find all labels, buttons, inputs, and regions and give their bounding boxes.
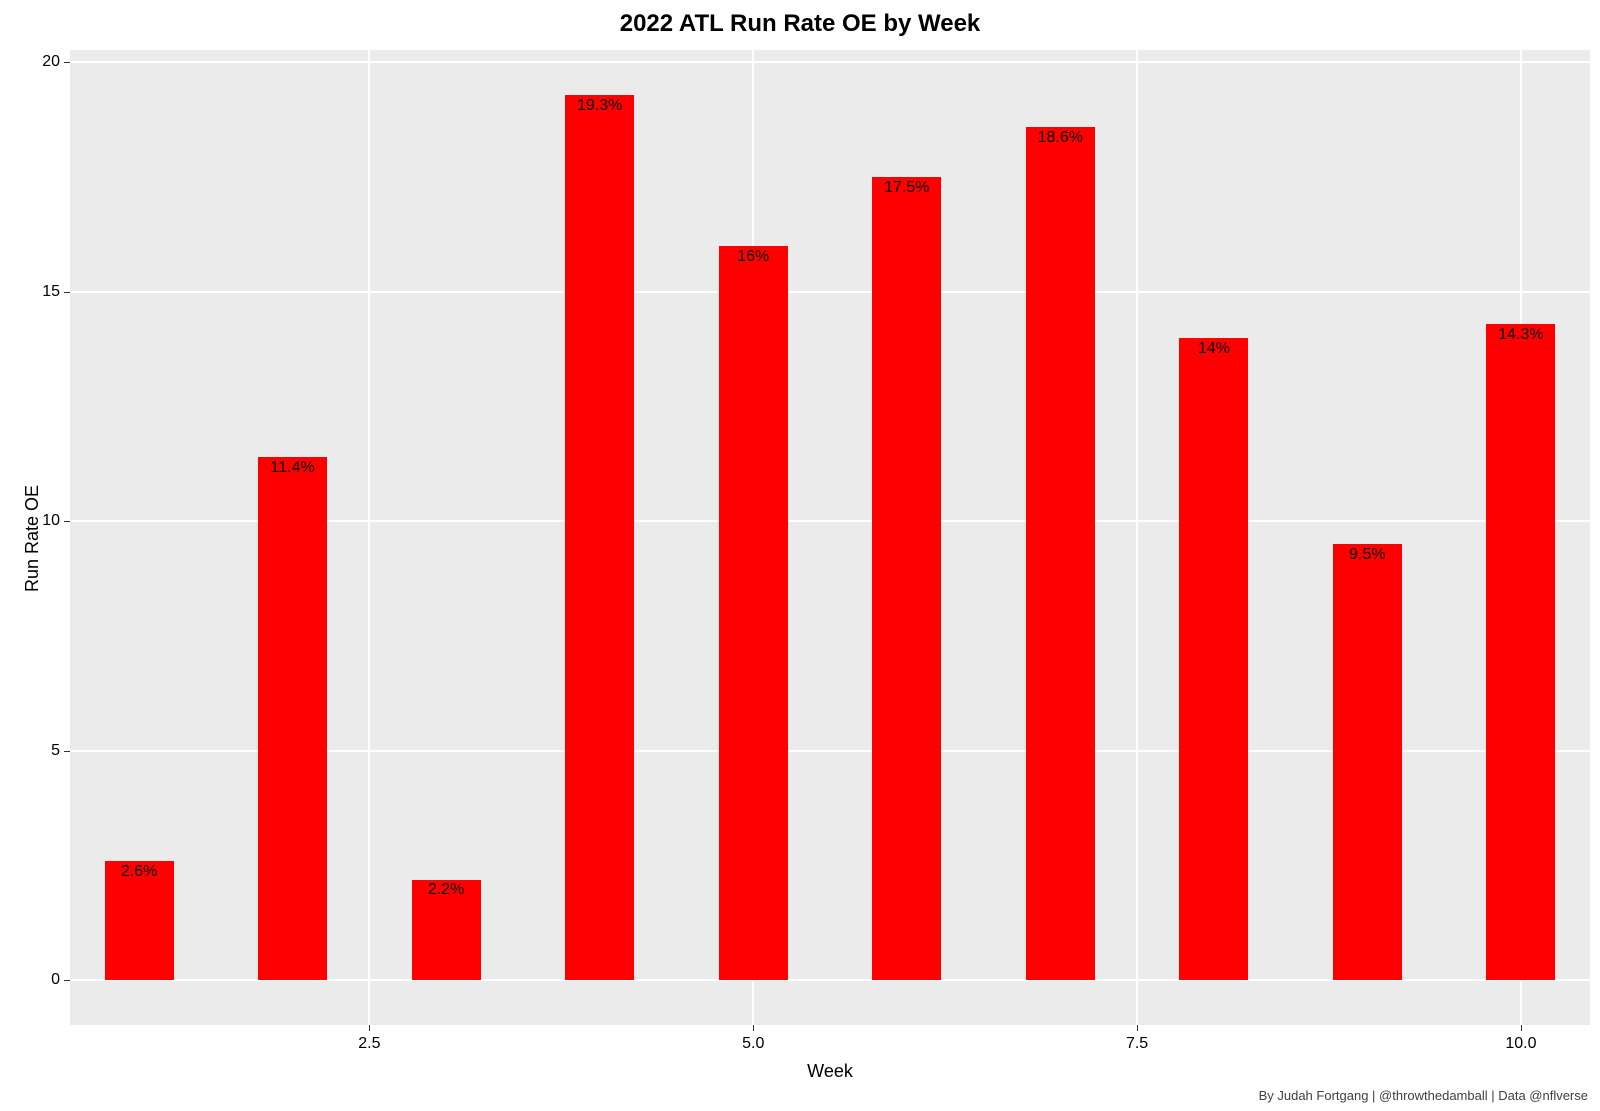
bar-value-label: 14% — [1198, 340, 1230, 358]
bar-value-label: 18.6% — [1038, 129, 1083, 147]
gridline-vertical — [1136, 50, 1138, 1025]
bar-value-label: 9.5% — [1349, 546, 1385, 564]
y-tick-label: 15 — [42, 283, 60, 301]
bar-value-label: 14.3% — [1498, 326, 1543, 344]
chart-container: 2022 ATL Run Rate OE by Week 2.6%11.4%2.… — [0, 0, 1600, 1111]
y-tick-label: 5 — [51, 742, 60, 760]
bar-value-label: 19.3% — [577, 97, 622, 115]
bar — [1333, 544, 1402, 980]
bar-value-label: 2.2% — [428, 881, 464, 899]
y-tick — [64, 292, 70, 293]
bar — [1179, 338, 1248, 981]
bar-value-label: 2.6% — [121, 863, 157, 881]
bar — [1486, 324, 1555, 980]
chart-title: 2022 ATL Run Rate OE by Week — [0, 10, 1600, 38]
y-tick-label: 0 — [51, 971, 60, 989]
gridline-horizontal — [70, 61, 1590, 63]
y-tick — [64, 980, 70, 981]
y-tick — [64, 521, 70, 522]
y-tick-label: 10 — [42, 512, 60, 530]
bar-value-label: 16% — [737, 248, 769, 266]
x-axis-label: Week — [70, 1061, 1590, 1082]
bar-value-label: 17.5% — [884, 179, 929, 197]
bar-value-label: 11.4% — [271, 459, 315, 477]
x-tick — [753, 1025, 754, 1031]
chart-caption: By Judah Fortgang | @throwthedamball | D… — [788, 1088, 1588, 1103]
x-tick-label: 5.0 — [742, 1035, 764, 1053]
x-tick-label: 2.5 — [358, 1035, 380, 1053]
y-tick-label: 20 — [42, 53, 60, 71]
y-axis-label: Run Rate OE — [22, 568, 43, 592]
bar — [1026, 127, 1095, 981]
y-tick — [64, 62, 70, 63]
bar — [565, 95, 634, 981]
x-tick-label: 7.5 — [1126, 1035, 1148, 1053]
bar — [872, 177, 941, 980]
x-tick-label: 10.0 — [1505, 1035, 1536, 1053]
gridline-vertical — [368, 50, 370, 1025]
x-tick — [369, 1025, 370, 1031]
bar — [719, 246, 788, 980]
x-tick — [1137, 1025, 1138, 1031]
x-tick — [1521, 1025, 1522, 1031]
y-tick — [64, 751, 70, 752]
bar — [258, 457, 327, 980]
gridline-horizontal — [70, 291, 1590, 293]
plot-panel: 2.6% 11.4% 2.2% 19.3% 16% 17.5% 18.6% 14% 9.5% 14… — [70, 50, 1590, 1025]
